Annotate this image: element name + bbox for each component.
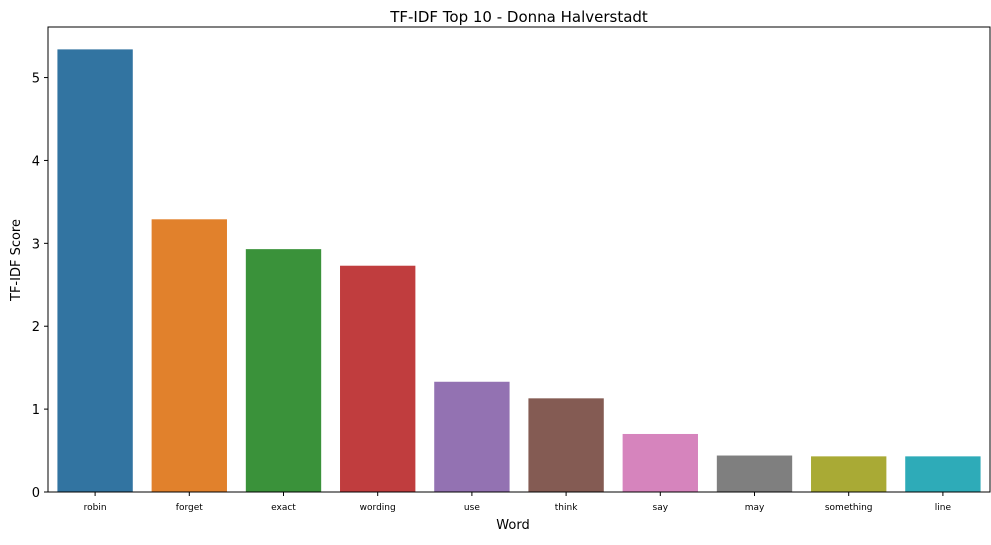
bar-something xyxy=(811,456,887,492)
bar-wording xyxy=(340,265,416,492)
y-tick-label: 2 xyxy=(32,320,40,335)
y-tick-label: 3 xyxy=(32,237,40,252)
bar-may xyxy=(716,455,793,492)
x-ticks-group: robin forget exact wording use think say may som… xyxy=(84,492,952,513)
bar-line xyxy=(905,456,981,492)
x-axis-label: Word xyxy=(496,518,529,533)
bar-think xyxy=(528,398,604,492)
bar-exact xyxy=(245,249,322,492)
x-tick-label: robin xyxy=(84,503,107,513)
bar-say xyxy=(622,433,698,492)
x-tick-label: exact xyxy=(271,503,296,513)
chart-title: TF-IDF Top 10 - Donna Halverstadt xyxy=(389,8,648,26)
y-tick-label: 1 xyxy=(32,403,40,418)
x-tick-label: think xyxy=(555,503,578,513)
y-tick-label: 5 xyxy=(32,72,40,87)
y-axis-label: TF-IDF Score xyxy=(9,219,24,302)
y-ticks-group: 0 1 2 3 4 5 xyxy=(32,72,48,501)
x-tick-label: say xyxy=(653,503,669,513)
bar-use xyxy=(434,381,510,492)
x-tick-label: may xyxy=(745,503,765,513)
plot-frame xyxy=(47,26,991,493)
x-tick-label: use xyxy=(464,503,480,513)
y-tick-label: 0 xyxy=(32,486,40,501)
x-tick-label: line xyxy=(935,503,952,513)
y-tick-label: 4 xyxy=(32,154,40,169)
x-tick-label: something xyxy=(825,503,873,513)
bars-group xyxy=(57,49,981,493)
bar-forget xyxy=(151,219,227,492)
x-tick-label: wording xyxy=(360,503,396,513)
bar-robin xyxy=(57,49,133,493)
x-tick-label: forget xyxy=(176,503,203,513)
